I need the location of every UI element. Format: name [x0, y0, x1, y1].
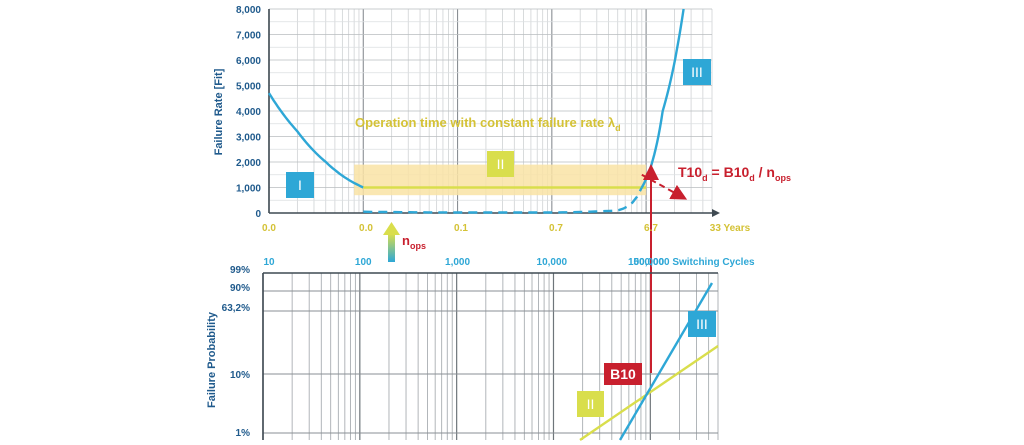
- series-bottom-constant: [579, 345, 719, 441]
- top-y-tick: 0: [255, 209, 261, 220]
- region-badge-bottom-iii: III: [688, 311, 716, 337]
- region-badge-ii: II: [487, 151, 514, 177]
- svg-text:II: II: [587, 396, 595, 412]
- bottom-y-tick-90: 90%: [230, 283, 250, 294]
- svg-text:I: I: [298, 177, 302, 193]
- svg-text:B10: B10: [610, 366, 636, 382]
- year-tick: 0.1: [454, 223, 468, 234]
- series-bottom-wearout: [618, 282, 714, 441]
- year-tick: 0.0: [262, 223, 276, 234]
- bottom-grid: [262, 272, 719, 440]
- year-tick: 6.7: [644, 223, 658, 234]
- year-tick: 0.0: [359, 223, 373, 234]
- constant-rate-annotation: Operation time with constant failure rat…: [355, 115, 621, 133]
- svg-text:III: III: [696, 316, 708, 332]
- cycle-tick: 100: [355, 257, 372, 268]
- top-y-tick: 1,000: [236, 184, 261, 195]
- svg-text:II: II: [497, 156, 505, 172]
- series-t10-projection: [641, 173, 688, 200]
- bottom-y-ticks: 99% 90% 63,2% 10% 1%: [222, 265, 250, 439]
- top-y-tick: 2,000: [236, 158, 261, 169]
- bottom-y-tick-99: 99%: [230, 265, 250, 276]
- top-y-axis-label: Failure Rate [Fit]: [213, 68, 225, 155]
- top-y-ticks: 0 1,000 2,000 3,000 4,000 5,000 6,000 7,000 8,00…: [236, 5, 261, 220]
- b10-badge: B10: [604, 363, 642, 385]
- bottom-y-tick-10: 10%: [230, 370, 250, 381]
- x-axis-arrow-icon: [712, 209, 720, 217]
- top-y-tick: 3,000: [236, 133, 261, 144]
- region-badge-i: I: [286, 172, 314, 198]
- year-tick: 0.7: [549, 223, 563, 234]
- years-ticks: 0.0 0.0 0.1 0.7 6.7 33 Years: [262, 223, 751, 234]
- top-y-tick: 5,000: [236, 82, 261, 93]
- cycle-tick: 100,000: [628, 257, 665, 268]
- cycle-tick: 10,000: [537, 257, 568, 268]
- series-dashed-low: [363, 186, 643, 214]
- region-badge-iii: III: [683, 59, 711, 85]
- top-y-tick: 4,000: [236, 107, 261, 118]
- t10-formula: T10d = B10d / nops: [678, 164, 791, 183]
- series-infant-mortality: [267, 92, 364, 189]
- top-y-tick: 6,000: [236, 56, 261, 67]
- nops-arrow-icon: [383, 222, 400, 262]
- cycle-tick: 1,000: [445, 257, 470, 268]
- top-y-tick: 8,000: [236, 5, 261, 16]
- nops-label: nops: [402, 233, 426, 251]
- top-y-tick: 7,000: [236, 31, 261, 42]
- cycle-tick: 10: [263, 257, 275, 268]
- cycle-tick: 500,000 Switching Cycles: [633, 257, 755, 268]
- bottom-y-tick-632: 63,2%: [222, 303, 250, 314]
- region-badge-bottom-ii: II: [577, 391, 604, 417]
- bottom-y-tick-1: 1%: [236, 428, 251, 439]
- svg-text:III: III: [691, 64, 703, 80]
- bottom-y-axis-label: Failure Probability: [206, 311, 218, 408]
- year-tick: 33 Years: [710, 223, 751, 234]
